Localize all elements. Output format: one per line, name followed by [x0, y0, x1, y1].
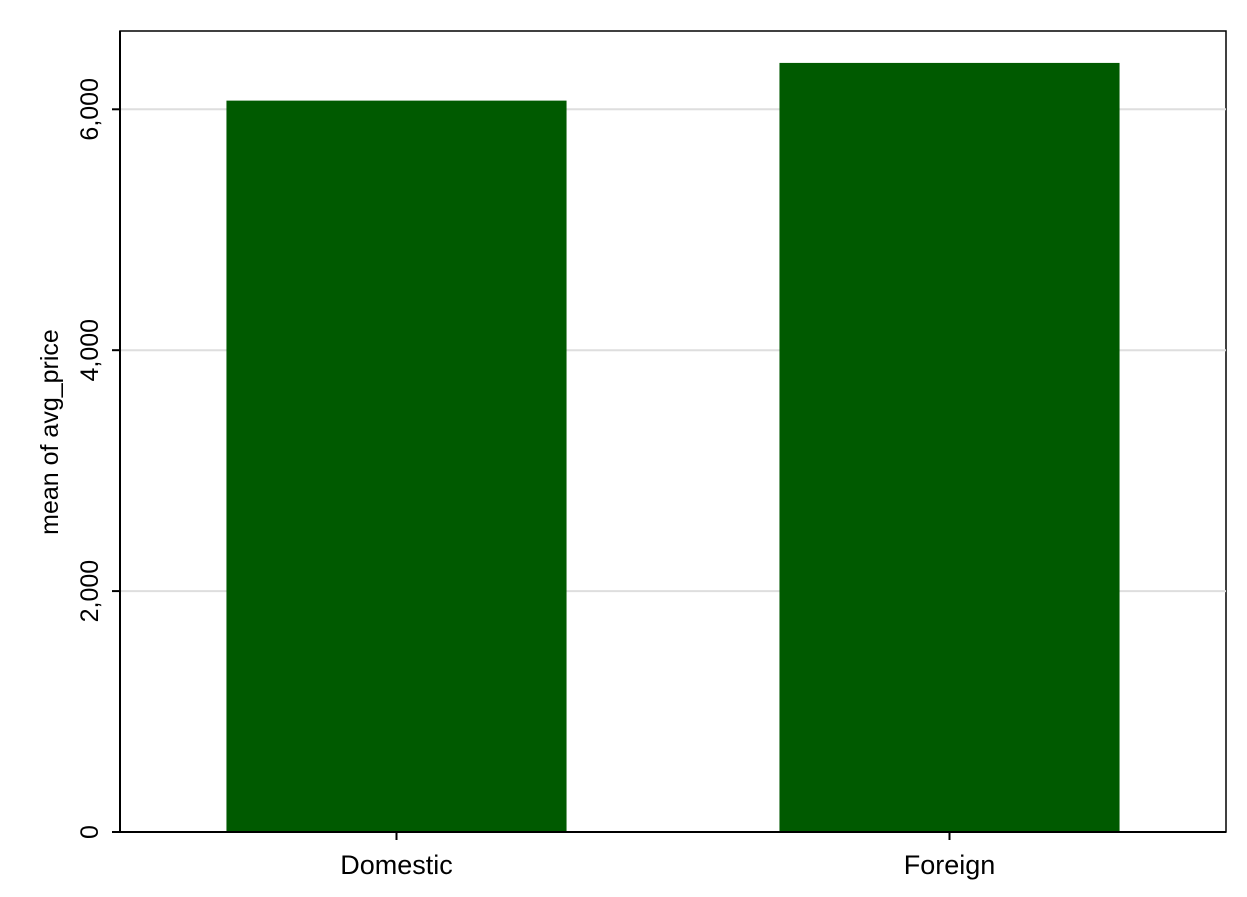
y-tick-label: 2,000: [76, 560, 104, 623]
x-axis-labels: Domestic Foreign: [340, 832, 995, 880]
bar-domestic: [226, 100, 567, 833]
y-tick-label: 0: [76, 825, 104, 839]
bars: [226, 62, 1120, 833]
y-axis-title: mean of avg_price: [36, 329, 64, 535]
y-tick-label: 6,000: [76, 78, 104, 141]
bar-foreign: [779, 62, 1120, 832]
x-category-label: Domestic: [340, 850, 453, 880]
x-category-label: Foreign: [904, 850, 996, 880]
y-tick-label: 4,000: [76, 319, 104, 382]
y-axis-ticks: 0 2,000 4,000 6,000: [76, 78, 120, 839]
